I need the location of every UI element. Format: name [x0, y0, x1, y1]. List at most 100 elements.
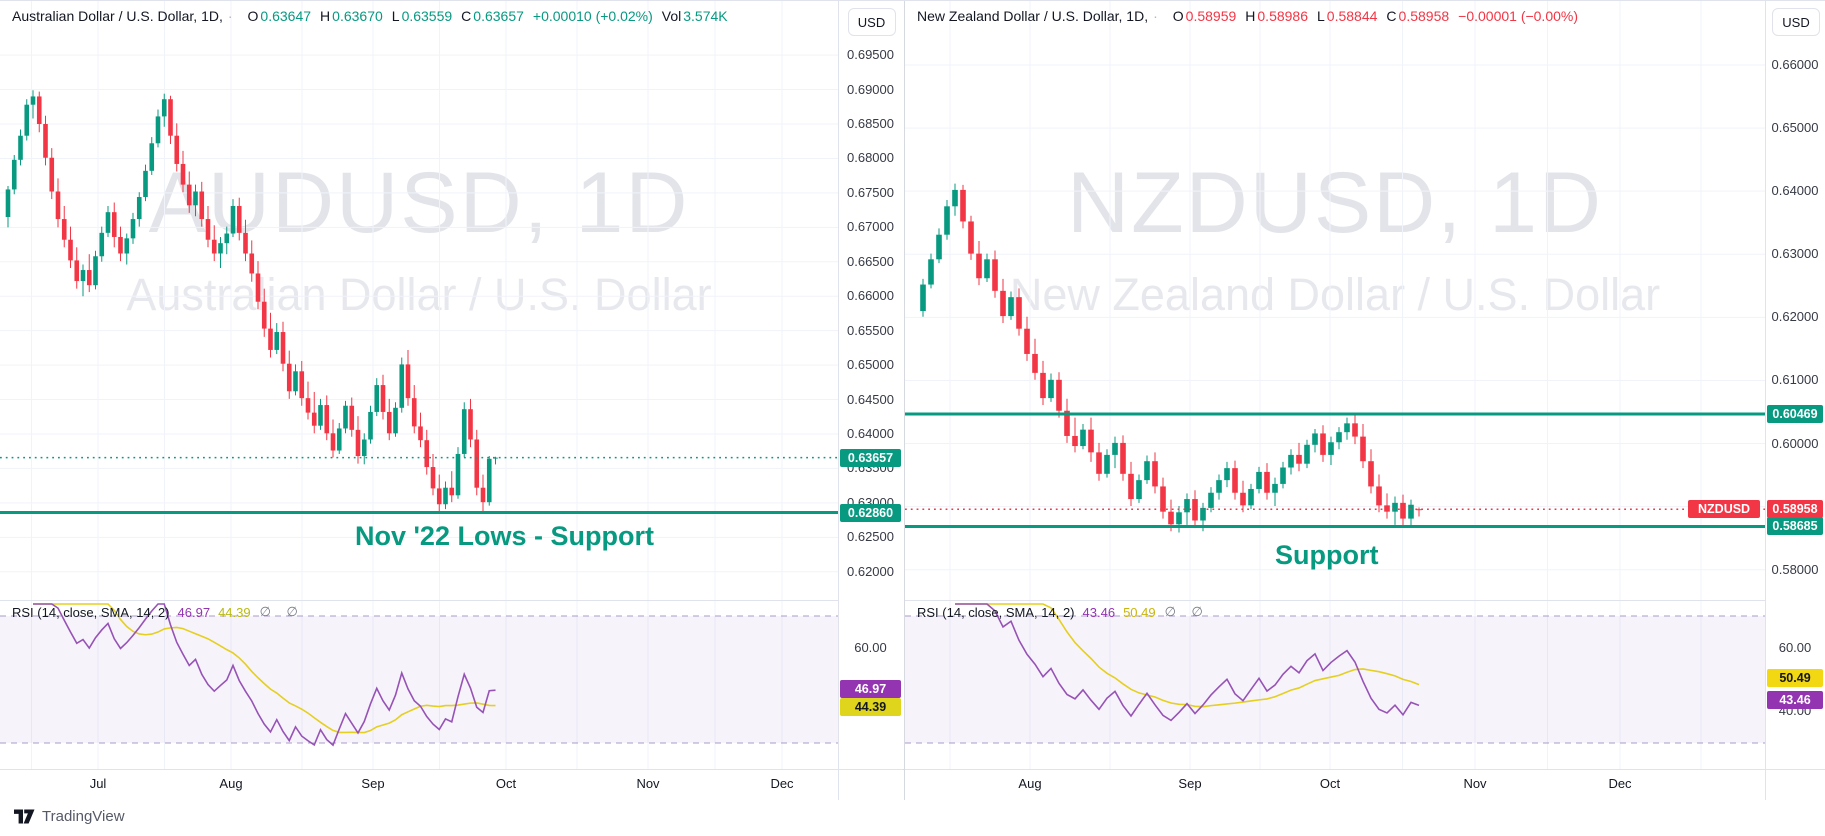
candle[interactable]	[168, 99, 173, 136]
candle[interactable]	[1336, 432, 1342, 443]
price-tick-label[interactable]: 0.66000	[1771, 56, 1819, 72]
candle[interactable]	[1072, 435, 1078, 447]
candle[interactable]	[474, 439, 480, 488]
candle[interactable]	[318, 405, 323, 426]
candle[interactable]	[992, 259, 998, 291]
candle[interactable]	[952, 189, 958, 207]
candle[interactable]	[1368, 461, 1374, 487]
time-label[interactable]: Sep	[361, 776, 385, 791]
rsi-tick-label[interactable]: 60.00	[1778, 639, 1812, 655]
candle[interactable]	[224, 233, 230, 244]
chart-panel-nzdusd[interactable]: NZDUSD, 1D New Zealand Dollar / U.S. Dol…	[905, 0, 1825, 801]
candle[interactable]	[149, 143, 155, 171]
candle[interactable]	[455, 453, 461, 496]
candle[interactable]	[1024, 328, 1030, 354]
candle[interactable]	[1280, 467, 1286, 484]
candle[interactable]	[1296, 454, 1302, 464]
candle[interactable]	[411, 398, 417, 427]
candle[interactable]	[418, 426, 423, 441]
audusd-rsi-plot[interactable]	[0, 601, 838, 769]
nzdusd-candlestick-chart[interactable]	[905, 0, 1765, 600]
price-tick-label[interactable]: 0.69000	[847, 81, 894, 97]
nzdusd-price-axis[interactable]: USD 0.66000 0.65000 0.64000 0.63000 0.62000 0…	[1765, 0, 1825, 769]
candle[interactable]	[1408, 504, 1414, 519]
candle[interactable]	[336, 428, 342, 451]
candle[interactable]	[1128, 473, 1134, 500]
candle[interactable]	[386, 411, 392, 434]
candle[interactable]	[136, 197, 142, 220]
candle[interactable]	[11, 159, 17, 190]
price-tick-label[interactable]: 0.64000	[1771, 183, 1819, 199]
candle[interactable]	[355, 429, 361, 457]
candle[interactable]	[261, 301, 267, 329]
time-label[interactable]: Oct	[1319, 776, 1341, 791]
price-tick-label[interactable]: 0.64000	[847, 425, 894, 441]
candle[interactable]	[486, 458, 492, 503]
candle[interactable]	[243, 232, 248, 254]
candle[interactable]	[424, 440, 430, 468]
candle[interactable]	[1144, 461, 1150, 481]
candle[interactable]	[68, 239, 73, 261]
candle[interactable]	[1272, 483, 1278, 493]
price-tick-label[interactable]: 0.62500	[847, 529, 894, 545]
candle[interactable]	[1096, 452, 1102, 474]
candle[interactable]	[436, 488, 442, 505]
candle[interactable]	[368, 411, 373, 440]
candle[interactable]	[1312, 433, 1318, 445]
candle[interactable]	[1088, 429, 1094, 453]
candle[interactable]	[480, 487, 486, 503]
candle[interactable]	[493, 457, 498, 459]
candle[interactable]	[1232, 468, 1238, 493]
nzdusd-rsi-plot[interactable]	[905, 601, 1765, 769]
candle[interactable]	[305, 398, 311, 413]
candle[interactable]	[1200, 507, 1206, 521]
candle[interactable]	[155, 116, 161, 144]
candle[interactable]	[380, 385, 386, 412]
candle[interactable]	[1000, 290, 1006, 317]
candle[interactable]	[74, 260, 80, 282]
candle[interactable]	[86, 270, 92, 286]
candle[interactable]	[218, 243, 223, 254]
candle[interactable]	[236, 205, 242, 233]
candle[interactable]	[1384, 505, 1390, 512]
candle[interactable]	[211, 239, 217, 254]
candle[interactable]	[936, 234, 942, 260]
candle[interactable]	[274, 332, 280, 350]
candle[interactable]	[99, 232, 105, 257]
candle[interactable]	[324, 405, 330, 434]
candle[interactable]	[1320, 433, 1326, 455]
rsi-tick-label[interactable]: 60.00	[854, 639, 887, 655]
candle[interactable]	[1080, 429, 1086, 447]
candle[interactable]	[1216, 480, 1222, 493]
candle[interactable]	[1040, 372, 1046, 399]
price-tick-label[interactable]: 0.69500	[847, 47, 894, 63]
candle[interactable]	[5, 189, 11, 217]
candle[interactable]	[30, 96, 36, 105]
candle[interactable]	[1360, 436, 1366, 462]
price-tick-label[interactable]: 0.61000	[1771, 372, 1819, 388]
candle[interactable]	[405, 364, 411, 399]
symbol-title[interactable]: New Zealand Dollar / U.S. Dollar, 1D,	[917, 8, 1149, 24]
nzdusd-time-axis[interactable]: AugSepOctNovDec2024	[905, 769, 1825, 801]
price-tick-label[interactable]: 0.65000	[1771, 120, 1819, 136]
nzdusd-rsi-pane[interactable]: RSI (14, close, SMA, 14, 2) 43.46 50.49 …	[905, 601, 1765, 769]
audusd-price-axis[interactable]: USD 0.69500 0.69000 0.68500 0.68000 0.67500 0…	[838, 0, 904, 769]
candle[interactable]	[984, 259, 990, 279]
time-label[interactable]: Aug	[219, 776, 243, 791]
candle[interactable]	[1104, 454, 1110, 474]
candle[interactable]	[1160, 486, 1166, 512]
candle[interactable]	[1400, 502, 1406, 519]
price-tick-label[interactable]: 0.64500	[847, 391, 894, 407]
time-label[interactable]: Jul	[89, 776, 107, 791]
candle[interactable]	[1112, 442, 1118, 455]
candle[interactable]	[928, 259, 934, 285]
currency-toggle-button[interactable]: USD	[847, 8, 896, 36]
candle[interactable]	[461, 409, 467, 454]
candle[interactable]	[80, 270, 86, 282]
price-tick-label[interactable]: 0.62000	[847, 563, 894, 579]
price-tick-label[interactable]: 0.67000	[847, 219, 894, 235]
time-label[interactable]: Nov	[636, 776, 660, 791]
candle[interactable]	[193, 191, 198, 206]
candle[interactable]	[1256, 471, 1262, 489]
price-tick-label[interactable]: 0.58000	[1771, 561, 1819, 577]
